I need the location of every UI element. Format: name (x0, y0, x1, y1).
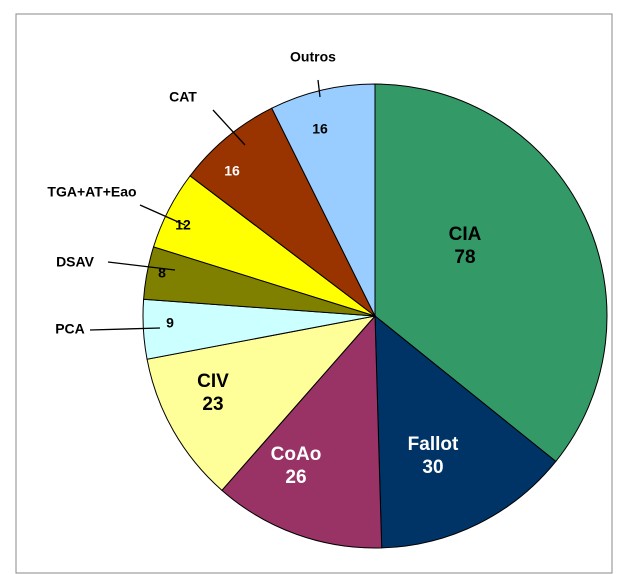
value-label: 9 (166, 315, 174, 331)
leader-line (107, 261, 176, 271)
category-label: CAT (169, 89, 197, 105)
category-label: Fallot (408, 434, 459, 455)
pie-slice (271, 83, 376, 317)
value-label: 23 (202, 394, 223, 415)
value-label: 16 (312, 121, 328, 137)
leader-line (212, 109, 246, 146)
pie-slice (374, 314, 557, 549)
value-label: 26 (285, 467, 306, 488)
value-label: 78 (454, 247, 475, 268)
value-label: 12 (175, 217, 191, 233)
pie-slice (146, 315, 377, 492)
leader-line (89, 327, 161, 331)
leader-line (139, 204, 186, 226)
leader-line (317, 79, 321, 98)
pie-slice (189, 107, 376, 317)
category-label: PCA (55, 321, 85, 337)
category-label: CIV (197, 371, 229, 392)
value-label: 16 (224, 163, 240, 179)
category-label: TGA+AT+Eao (47, 184, 136, 200)
value-label: 8 (158, 265, 166, 281)
category-label: CoAo (271, 444, 322, 465)
pie-slice (221, 314, 383, 549)
value-label: 30 (422, 457, 443, 478)
category-label: CIA (449, 224, 482, 245)
category-label: DSAV (56, 254, 95, 270)
category-label: Outros (290, 49, 336, 65)
pie-slice (374, 83, 608, 463)
